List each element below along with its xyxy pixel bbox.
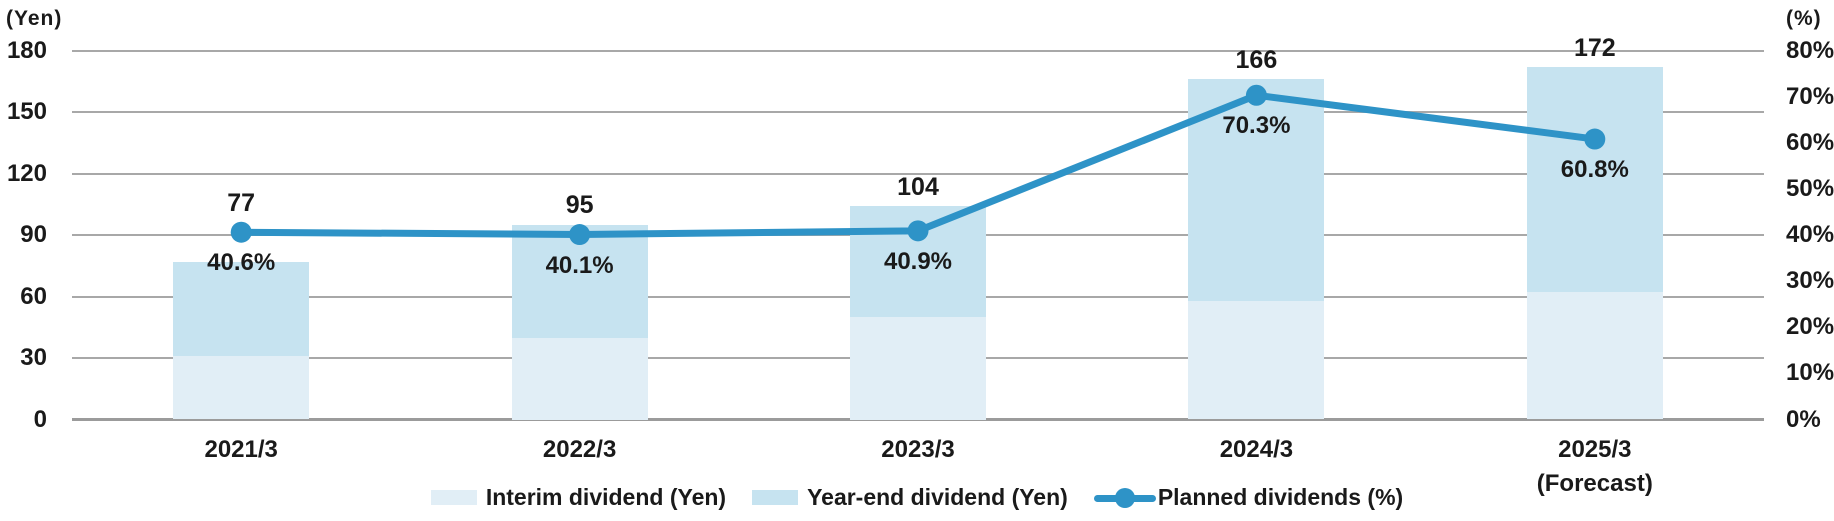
right-axis-tick-label: 70% (1786, 82, 1834, 110)
yearend-dividend-swatch-icon (752, 490, 799, 505)
legend-item-yearend-dividend: Year-end dividend (Yen) (752, 484, 1068, 511)
right-axis-tick-label: 0% (1786, 405, 1821, 433)
legend-label-yearend-dividend: Year-end dividend (Yen) (807, 484, 1068, 510)
interim-dividend-swatch-icon (430, 490, 477, 505)
interim-dividend-bar (511, 337, 648, 420)
yearend-dividend-bar (173, 261, 310, 356)
bar-total-label: 104 (897, 173, 939, 202)
interim-dividend-bar (173, 355, 310, 420)
right-axis-unit: (%) (1786, 7, 1822, 30)
yearend-dividend-bar (511, 224, 648, 338)
legend-label-interim-dividend: Interim dividend (Yen) (485, 484, 727, 510)
legend-item-planned-dividends: Planned dividends (%) (1093, 484, 1404, 511)
x-axis-line (72, 418, 1764, 421)
left-axis-tick-label: 0 (33, 405, 47, 433)
gridline (72, 111, 1764, 113)
left-axis-tick-label: 150 (6, 98, 47, 125)
planned-dividends-point (230, 221, 252, 243)
planned-dividend-point-label: 70.3% (1222, 112, 1291, 140)
planned-dividends-line-swatch-icon (1093, 487, 1156, 509)
left-axis-tick-label: 90 (20, 221, 47, 248)
gridline (72, 49, 1764, 52)
x-axis-label: 2021/3 (204, 436, 278, 463)
right-axis-tick-label: 80% (1786, 36, 1834, 64)
x-axis-label: 2022/3 (542, 436, 617, 463)
planned-dividend-point-label: 40.9% (883, 247, 953, 275)
left-axis-tick-label: 180 (6, 36, 47, 64)
right-axis-tick-label: 50% (1786, 174, 1834, 202)
planned-dividend-point-label: 60.8% (1560, 156, 1629, 184)
right-axis-tick-label: 10% (1786, 359, 1834, 387)
right-axis-tick-label: 30% (1786, 267, 1834, 295)
planned-dividend-point-label: 40.1% (545, 251, 614, 279)
left-axis-unit: (Yen) (6, 7, 63, 30)
line-swatch-dot (1114, 487, 1135, 508)
left-axis-tick-label: 60 (20, 282, 47, 310)
interim-dividend-bar (850, 317, 986, 420)
bar-total-label: 95 (565, 191, 594, 220)
x-axis-label: 2023/3 (881, 436, 955, 463)
bar-total-label: 77 (227, 188, 256, 217)
legend-label-planned-dividends: Planned dividends (%) (1157, 484, 1404, 510)
interim-dividend-bar (1526, 292, 1663, 420)
legend-item-interim-dividend: Interim dividend (Yen) (430, 484, 727, 511)
right-axis-tick-label: 20% (1786, 313, 1834, 341)
planned-dividend-point-label: 40.6% (207, 249, 276, 277)
right-axis-tick-label: 60% (1786, 128, 1834, 156)
x-axis-label: 2024/3 (1219, 436, 1294, 463)
x-axis-note-forecast: (Forecast) (1536, 470, 1653, 497)
legend: Interim dividend (Yen) Year-end dividend… (0, 484, 1834, 511)
x-axis-label: 2025/3 (1558, 436, 1632, 463)
left-axis-tick-label: 30 (20, 344, 47, 371)
right-axis-tick-label: 40% (1786, 221, 1834, 248)
bar-total-label: 166 (1235, 46, 1278, 75)
interim-dividend-bar (1188, 300, 1325, 420)
left-axis-tick-label: 120 (6, 159, 47, 187)
bar-total-label: 172 (1573, 33, 1616, 62)
